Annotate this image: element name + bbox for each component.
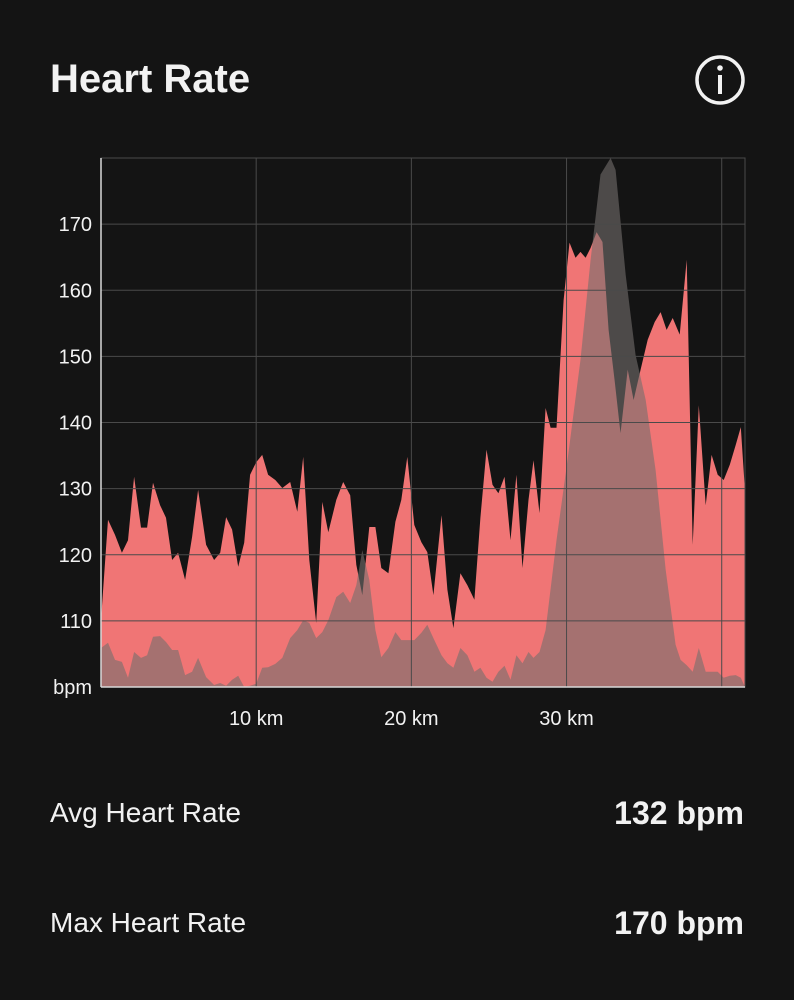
x-tick-label: 10 km [229, 708, 283, 730]
info-dot[interactable] [717, 65, 723, 71]
y-tick-label: bpm [53, 677, 92, 699]
stat-label: Avg Heart Rate [50, 797, 241, 828]
y-tick-label: 110 [60, 611, 92, 633]
title: Heart Rate [50, 57, 250, 101]
info-circle[interactable] [695, 55, 745, 105]
stat-label: Max Heart Rate [50, 907, 246, 938]
x-tick-label: 20 km [384, 708, 438, 730]
y-tick-label: 130 [59, 479, 92, 501]
info-bar[interactable] [718, 75, 722, 94]
stat-value: 170 bpm [614, 905, 744, 941]
y-tick-label: 150 [59, 346, 92, 368]
y-tick-label: 120 [59, 545, 92, 567]
y-tick-label: 160 [59, 280, 92, 302]
x-tick-label: 30 km [539, 708, 593, 730]
plot: bpm 110 120 130 140 150 160 170 10 km 20 km 30 km [53, 157, 746, 730]
y-tick-label: 140 [59, 413, 92, 435]
info-button[interactable] [695, 55, 745, 105]
stat-value: 132 bpm [614, 795, 744, 831]
y-tick-label: 170 [59, 214, 92, 236]
